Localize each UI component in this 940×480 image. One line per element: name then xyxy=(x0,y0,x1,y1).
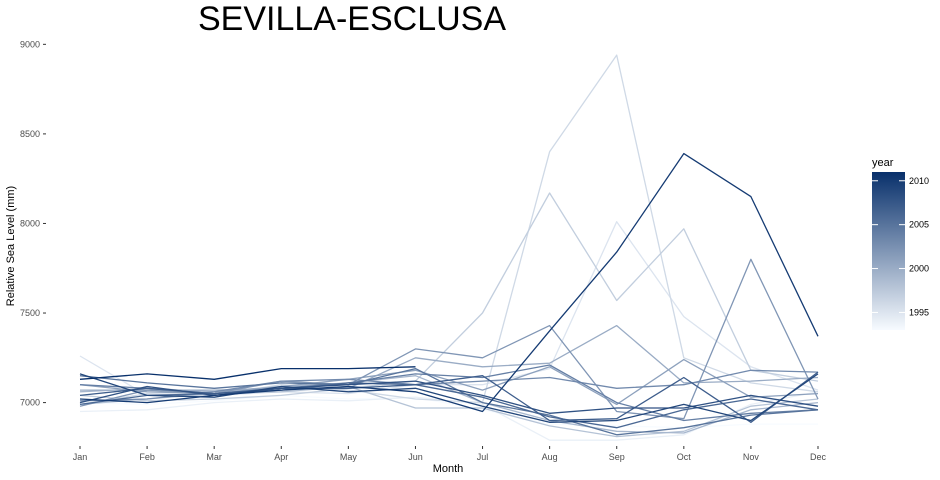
x-tick-label: Jun xyxy=(408,452,423,462)
series-line-2007 xyxy=(79,371,819,423)
series-line-1997 xyxy=(79,192,819,402)
chart-title: SEVILLA-ESCLUSA xyxy=(198,0,506,38)
y-tick-label: 7500 xyxy=(20,308,40,318)
y-axis-title: Relative Sea Level (mm) xyxy=(5,186,17,306)
x-axis-title: Month xyxy=(433,463,464,475)
x-tick-label: Apr xyxy=(274,452,288,462)
y-tick-label: 8000 xyxy=(20,218,40,228)
y-tick-label: 7000 xyxy=(20,398,40,408)
x-tick-label: Feb xyxy=(139,452,155,462)
x-axis: Jan Feb Mar Apr May Jun Jul Aug Sep Oct Nov Dec xyxy=(73,446,827,462)
colorbar xyxy=(872,172,905,330)
series-line-2008 xyxy=(79,380,819,414)
y-tick-label: 8500 xyxy=(20,129,40,139)
x-tick-label: Aug xyxy=(542,452,558,462)
series-line-1999 xyxy=(79,375,819,434)
colorbar-tick-label: 2005 xyxy=(909,220,929,230)
x-tick-label: Sep xyxy=(609,452,625,462)
colorbar-ticks: 1995 2000 2005 2010 xyxy=(872,176,929,317)
series-line-2011 xyxy=(79,366,416,380)
y-axis: 7000 7500 8000 8500 9000 xyxy=(20,39,46,408)
legend: year 1995 2000 2005 2010 xyxy=(872,157,929,330)
series-line-1995 xyxy=(79,221,819,397)
plot-lines xyxy=(79,54,819,441)
x-tick-label: Jul xyxy=(477,452,489,462)
x-tick-label: Jan xyxy=(73,452,88,462)
y-tick-label: 9000 xyxy=(20,39,40,49)
legend-title: year xyxy=(872,157,894,169)
x-tick-label: Mar xyxy=(206,452,222,462)
series-line-2005 xyxy=(79,367,819,436)
x-tick-label: Dec xyxy=(810,452,827,462)
colorbar-tick-label: 2010 xyxy=(909,176,929,186)
x-tick-label: Nov xyxy=(743,452,760,462)
colorbar-tick-label: 1995 xyxy=(909,307,929,317)
series-line-2010 xyxy=(79,152,819,413)
x-tick-label: May xyxy=(340,452,358,462)
x-tick-label: Oct xyxy=(677,452,692,462)
colorbar-tick-label: 2000 xyxy=(909,264,929,274)
series-line-1996 xyxy=(79,54,819,406)
